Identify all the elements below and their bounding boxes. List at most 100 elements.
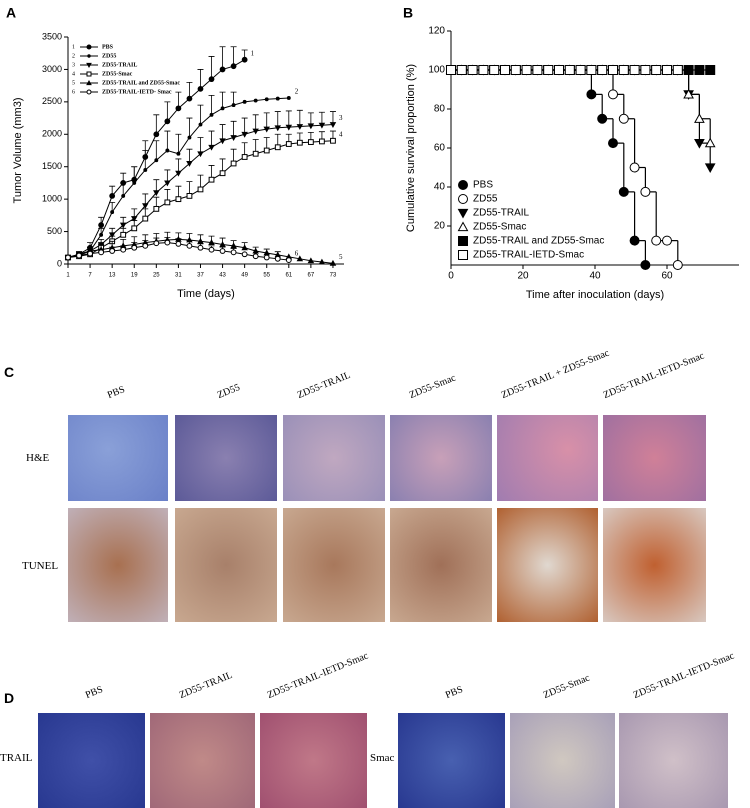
marker bbox=[175, 170, 182, 177]
marker bbox=[500, 65, 510, 75]
marker bbox=[285, 124, 293, 131]
legend-label: ZD55-Smac bbox=[102, 71, 133, 77]
marker bbox=[120, 246, 127, 253]
marker bbox=[252, 247, 259, 254]
y-tick-label: 2500 bbox=[42, 96, 62, 106]
marker bbox=[219, 248, 226, 254]
marker bbox=[662, 235, 672, 246]
error-bar bbox=[186, 117, 193, 138]
marker bbox=[76, 252, 82, 259]
marker bbox=[209, 112, 214, 117]
micrograph bbox=[175, 508, 277, 622]
marker bbox=[86, 44, 92, 50]
marker bbox=[683, 88, 694, 99]
error-bar bbox=[263, 112, 270, 130]
micrograph bbox=[497, 415, 598, 501]
series-end-label: 5 bbox=[339, 253, 343, 261]
marker bbox=[132, 180, 137, 185]
error-bar bbox=[153, 140, 160, 161]
marker bbox=[197, 237, 204, 244]
panel-label: A bbox=[6, 5, 16, 21]
x-tick-label: 43 bbox=[219, 273, 226, 279]
marker bbox=[230, 63, 237, 70]
error-bar bbox=[208, 94, 215, 115]
panel-label: D bbox=[4, 690, 15, 706]
series-end-label: 1 bbox=[251, 49, 255, 57]
marker bbox=[109, 193, 116, 199]
marker bbox=[99, 232, 104, 237]
legend-number: 2 bbox=[72, 53, 75, 59]
marker bbox=[198, 122, 203, 127]
legend-label: ZD55 bbox=[473, 194, 498, 205]
x-axis-title: Time after inoculation (days) bbox=[526, 289, 664, 301]
marker bbox=[608, 89, 618, 100]
marker bbox=[241, 251, 248, 258]
marker bbox=[153, 240, 160, 247]
marker bbox=[329, 259, 337, 266]
marker bbox=[672, 260, 683, 270]
column-label: ZD55-Smac bbox=[541, 672, 592, 701]
marker bbox=[458, 180, 468, 190]
marker bbox=[175, 240, 182, 247]
marker bbox=[458, 194, 468, 204]
marker bbox=[319, 138, 325, 145]
marker bbox=[208, 246, 215, 253]
marker bbox=[252, 128, 259, 135]
marker bbox=[458, 236, 468, 246]
x-tick-label: 73 bbox=[330, 273, 337, 279]
marker bbox=[285, 257, 292, 264]
micrograph bbox=[283, 415, 385, 501]
series-end-label: 4 bbox=[339, 130, 343, 138]
column-label: ZD55-TRAIL-IETD-Smac bbox=[601, 350, 706, 401]
marker bbox=[164, 239, 171, 246]
marker bbox=[86, 89, 92, 95]
column-label: ZD55-TRAIL bbox=[295, 369, 353, 401]
legend-label: ZD55-TRAIL-IETD- Smac bbox=[102, 89, 172, 95]
panel-label: B bbox=[403, 5, 413, 21]
marker bbox=[586, 65, 597, 75]
row-label: TUNEL bbox=[22, 560, 59, 572]
marker bbox=[98, 222, 105, 228]
row-label: H&E bbox=[26, 452, 50, 464]
y-tick-label: 120 bbox=[428, 26, 445, 37]
marker bbox=[458, 250, 468, 260]
error-bar bbox=[153, 114, 160, 135]
marker bbox=[264, 97, 269, 102]
marker bbox=[208, 76, 215, 83]
marker bbox=[618, 113, 629, 124]
y-tick-label: 20 bbox=[434, 221, 446, 232]
micrograph bbox=[497, 508, 598, 622]
x-tick-label: 25 bbox=[153, 273, 160, 279]
x-tick-label: 60 bbox=[661, 271, 673, 282]
micrograph bbox=[38, 713, 145, 808]
y-tick-label: 1500 bbox=[42, 161, 62, 171]
marker bbox=[705, 65, 716, 75]
marker bbox=[208, 239, 215, 246]
x-tick-label: 37 bbox=[197, 273, 204, 279]
error-bar bbox=[219, 46, 226, 70]
micrograph bbox=[283, 508, 385, 622]
marker bbox=[263, 254, 270, 261]
error-bar bbox=[175, 133, 182, 154]
marker bbox=[86, 62, 92, 69]
marker bbox=[131, 244, 138, 251]
marker bbox=[457, 221, 469, 232]
marker bbox=[704, 163, 716, 174]
marker bbox=[175, 196, 182, 203]
marker bbox=[208, 144, 215, 151]
error-bar bbox=[274, 111, 281, 128]
marker bbox=[197, 244, 204, 251]
error-bar bbox=[219, 91, 226, 109]
x-axis-title: Time (days) bbox=[177, 288, 235, 300]
marker bbox=[651, 65, 662, 75]
x-tick-label: 19 bbox=[131, 273, 138, 279]
marker bbox=[467, 65, 478, 75]
micrograph bbox=[68, 415, 168, 501]
micrograph bbox=[150, 713, 255, 808]
marker bbox=[109, 248, 116, 254]
column-label: ZD55 bbox=[215, 382, 242, 401]
error-bar bbox=[197, 137, 204, 154]
marker bbox=[154, 158, 159, 163]
marker bbox=[241, 131, 248, 138]
marker bbox=[230, 160, 237, 167]
